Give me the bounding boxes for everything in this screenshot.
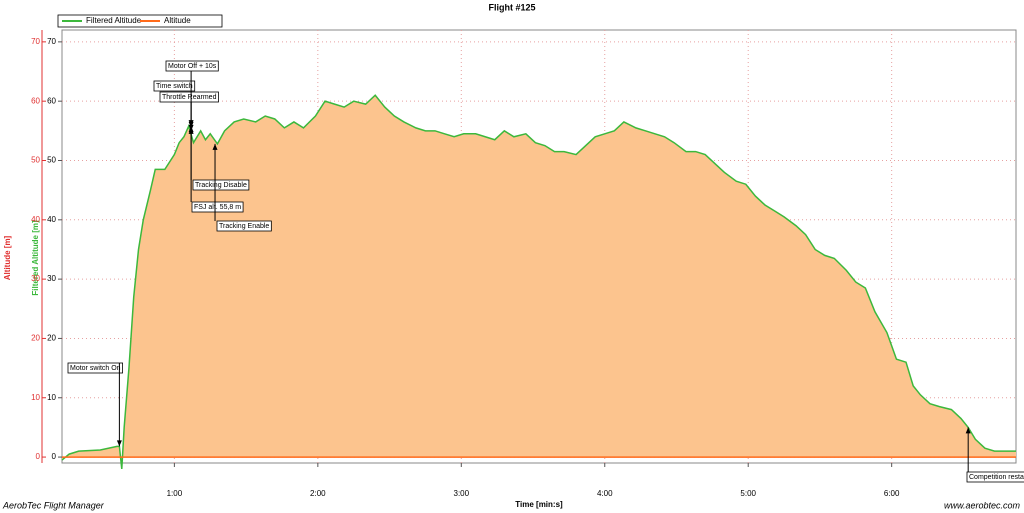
y-tick-label: 20 — [31, 334, 40, 343]
annotation-box — [192, 179, 250, 191]
arrow-head — [212, 143, 218, 150]
y-tick-label: 30 — [31, 274, 40, 283]
x-tick-label: 1:00 — [167, 489, 183, 498]
y-tick-label: 0 — [36, 452, 41, 461]
x-tick-label: 6:00 — [884, 489, 900, 498]
arrow-head — [188, 120, 194, 127]
y2-axis-label: Filtered Altitude [m] — [31, 220, 40, 296]
arrow-head — [116, 440, 122, 447]
annotation-box — [216, 220, 272, 232]
annotation-label: Throttle Rearmed — [162, 94, 217, 101]
annotation-box — [191, 201, 244, 213]
y2-tick-label: 0 — [52, 452, 57, 461]
x-tick-label: 3:00 — [454, 489, 470, 498]
y-tick-label: 70 — [31, 37, 40, 46]
y2-tick-label: 70 — [47, 37, 56, 46]
arrow-head — [965, 427, 971, 434]
legend-label: Filtered Altitude — [86, 16, 142, 25]
annotation-box — [165, 60, 219, 72]
annotation-label: Motor switch On — [70, 365, 121, 372]
y2-tick-label: 20 — [47, 334, 56, 343]
y-axis-label: Altitude [m] — [3, 235, 12, 280]
chart-title: Flight #125 — [488, 2, 535, 12]
legend-label: Altitude — [164, 16, 191, 25]
y-tick-label: 10 — [31, 393, 40, 402]
annotation-label: Time switch — [156, 83, 193, 90]
x-axis-label: Time [min:s] — [515, 500, 563, 509]
y2-tick-label: 30 — [47, 274, 56, 283]
area — [62, 95, 1016, 469]
x-tick-label: 5:00 — [740, 489, 756, 498]
annotation-label: Motor Off + 10s — [168, 63, 217, 70]
annotation-label: Competition resta — [969, 474, 1024, 481]
annotation-box — [966, 471, 1024, 483]
x-tick-label: 4:00 — [597, 489, 613, 498]
footer-left: AerobTec Flight Manager — [2, 500, 105, 510]
y2-tick-label: 10 — [47, 393, 56, 402]
annotation-label: Tracking Enable — [219, 223, 269, 230]
y-tick-label: 40 — [31, 215, 40, 224]
annotation-label: Tracking Disable — [195, 182, 247, 189]
x-tick-label: 2:00 — [310, 489, 326, 498]
y-tick-label: 50 — [31, 156, 40, 165]
line — [61, 94, 1016, 470]
arrow-head — [188, 126, 194, 133]
annotation-box — [67, 362, 123, 374]
legend: Filtered Altitude Altitude — [57, 14, 223, 28]
footer-right: www.aerobtec.com — [944, 500, 1021, 510]
annotation-label: FSJ alt. 55,8 m — [194, 204, 241, 211]
y2-tick-label: 40 — [47, 215, 56, 224]
annotation-box — [153, 80, 196, 92]
y2-tick-label: 60 — [47, 96, 56, 105]
y-tick-label: 60 — [31, 96, 40, 105]
y2-tick-label: 50 — [47, 156, 56, 165]
annotation-box — [159, 91, 219, 103]
